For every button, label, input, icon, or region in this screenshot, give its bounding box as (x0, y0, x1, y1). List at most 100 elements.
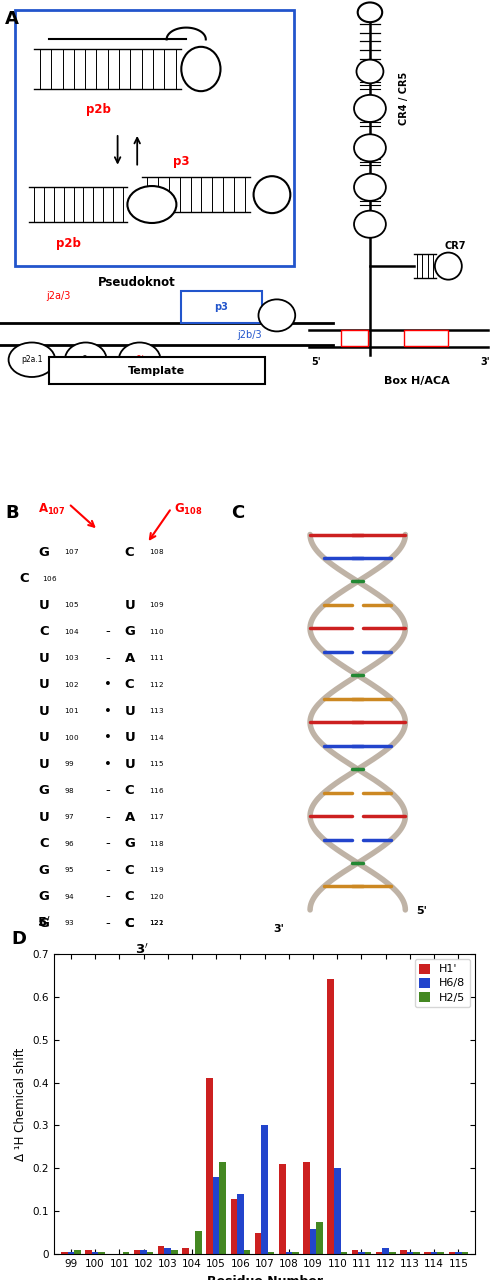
Text: $\mathbf{C}$: $\mathbf{C}$ (19, 572, 30, 585)
Ellipse shape (119, 343, 161, 378)
Text: B: B (5, 503, 19, 522)
Text: $\mathbf{U}$: $\mathbf{U}$ (124, 758, 136, 771)
Text: p2a: p2a (78, 356, 93, 365)
Text: $_{96}$: $_{96}$ (64, 838, 74, 849)
Bar (334, 1169, 341, 1254)
Text: $_{105}$: $_{105}$ (64, 600, 79, 611)
Ellipse shape (181, 47, 221, 91)
Text: $\mathbf{C}$: $\mathbf{C}$ (124, 678, 135, 691)
Text: $\mathbf{U}$: $\mathbf{U}$ (38, 758, 50, 771)
Bar (341, 330, 368, 347)
Text: $\mathbf{C}$: $\mathbf{C}$ (124, 545, 135, 558)
Text: CR7: CR7 (445, 242, 466, 251)
Text: 3': 3' (273, 924, 284, 934)
Bar (424, 1252, 431, 1254)
Bar (237, 1194, 244, 1254)
Text: ACA: ACA (416, 334, 437, 343)
Bar (448, 1252, 455, 1254)
Ellipse shape (65, 343, 106, 378)
Ellipse shape (358, 3, 382, 22)
Text: $_{112}$: $_{112}$ (149, 680, 165, 690)
Text: $\mathbf{C}$: $\mathbf{C}$ (124, 890, 135, 904)
Bar (341, 1252, 347, 1254)
Text: p3: p3 (215, 302, 228, 311)
Text: $_{110}$: $_{110}$ (149, 627, 165, 636)
Bar (413, 1252, 420, 1254)
Bar (261, 1125, 268, 1254)
Bar (92, 1252, 98, 1254)
Text: $\mathbf{U}$: $\mathbf{U}$ (38, 705, 50, 718)
Ellipse shape (354, 211, 386, 238)
Text: Template: Template (128, 366, 185, 375)
Text: $_{102}$: $_{102}$ (64, 680, 79, 690)
Text: j2a/3: j2a/3 (47, 291, 71, 301)
Text: A: A (5, 10, 19, 28)
Bar (317, 1222, 323, 1254)
Bar (462, 1252, 468, 1254)
Text: p2b: p2b (86, 104, 110, 116)
Bar (98, 1252, 105, 1254)
Text: $_{104}$: $_{104}$ (64, 627, 79, 636)
Text: Box H/ACA: Box H/ACA (384, 376, 449, 387)
Bar (358, 1252, 365, 1254)
Text: $\mathbf{G}$: $\mathbf{G}$ (124, 625, 136, 639)
Bar (181, 291, 262, 323)
X-axis label: Residue Number: Residue Number (207, 1275, 322, 1280)
Text: $_{113}$: $_{113}$ (149, 707, 165, 717)
Bar (220, 1162, 226, 1254)
Text: $_{97}$: $_{97}$ (64, 812, 74, 822)
Text: H: H (350, 334, 358, 343)
Bar (389, 1252, 395, 1254)
Text: $\mathbf{U}$: $\mathbf{U}$ (38, 652, 50, 664)
Text: $\mathbf{G}$: $\mathbf{G}$ (38, 890, 50, 904)
Text: 5': 5' (311, 357, 321, 366)
Text: $\mathbf{C}$: $\mathbf{C}$ (124, 916, 135, 929)
Text: $\mathbf{U}$: $\mathbf{U}$ (38, 599, 50, 612)
Bar (431, 1252, 438, 1254)
Bar (182, 1248, 189, 1254)
Bar (244, 1251, 250, 1254)
Text: •: • (104, 705, 112, 718)
Bar (85, 1251, 92, 1254)
Text: •: • (104, 731, 112, 744)
Text: $_{117}$: $_{117}$ (149, 812, 165, 822)
Bar (15, 10, 294, 266)
Bar (147, 1252, 153, 1254)
Bar (455, 1252, 462, 1254)
Text: $_{120}$: $_{120}$ (149, 892, 165, 901)
Bar (268, 1252, 274, 1254)
Text: $\mathbf{C}$: $\mathbf{C}$ (124, 916, 135, 929)
Text: •: • (104, 758, 112, 771)
Text: $_{109}$: $_{109}$ (149, 600, 165, 611)
Bar (292, 1252, 298, 1254)
Text: -: - (105, 810, 110, 823)
Ellipse shape (354, 134, 386, 161)
Bar (404, 330, 448, 347)
Text: $_{100}$: $_{100}$ (64, 732, 79, 742)
Bar (140, 1251, 147, 1254)
Bar (365, 1252, 371, 1254)
Bar (376, 1252, 382, 1254)
Bar (134, 1251, 140, 1254)
Text: $\mathbf{G_{108}}$: $\mathbf{G_{108}}$ (174, 502, 202, 517)
Ellipse shape (259, 300, 295, 332)
Text: -: - (105, 625, 110, 639)
Text: $_{114}$: $_{114}$ (149, 732, 165, 742)
Bar (310, 1229, 317, 1254)
Text: $\mathbf{C}$: $\mathbf{C}$ (39, 837, 49, 850)
Ellipse shape (435, 252, 462, 279)
Text: $_{118}$: $_{118}$ (149, 838, 165, 849)
Text: -: - (105, 837, 110, 850)
Legend: H1', H6/8, H2/5: H1', H6/8, H2/5 (415, 959, 470, 1007)
Text: $_{115}$: $_{115}$ (149, 759, 165, 769)
Text: $_{106}$: $_{106}$ (42, 573, 57, 584)
Text: C: C (231, 503, 244, 522)
Text: p3: p3 (173, 155, 190, 168)
Bar (213, 1178, 220, 1254)
Ellipse shape (254, 177, 290, 214)
Text: $_{98}$: $_{98}$ (64, 786, 74, 796)
Bar (74, 1251, 81, 1254)
Bar (122, 1252, 129, 1254)
Bar (286, 1252, 292, 1254)
Text: $_{116}$: $_{116}$ (149, 786, 165, 796)
